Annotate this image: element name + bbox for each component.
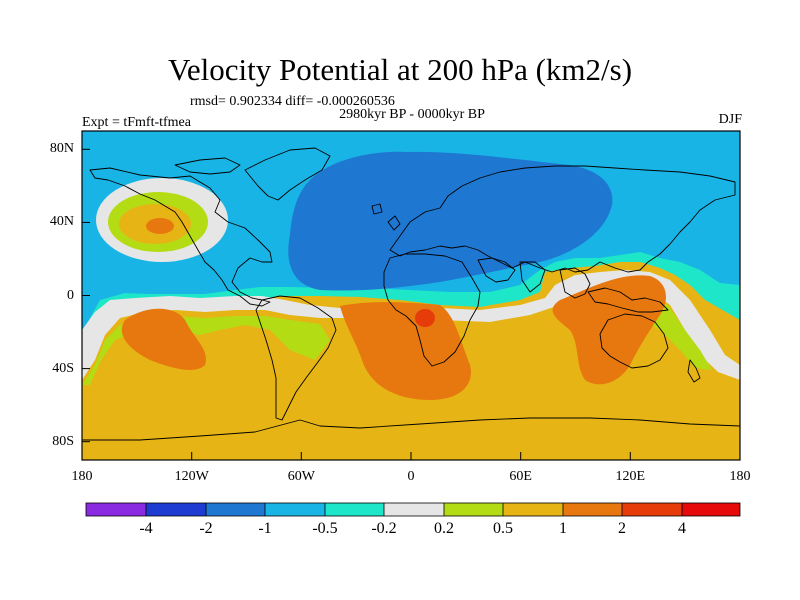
colorbar-swatch bbox=[622, 503, 682, 516]
coast-europe-asia bbox=[389, 165, 736, 273]
coast-arabia-india bbox=[477, 257, 546, 293]
coast-antarctica bbox=[82, 417, 740, 441]
x-tick-label: 120W bbox=[174, 469, 209, 484]
x-tick-label: 60W bbox=[287, 469, 315, 484]
x-tick-label: 120E bbox=[615, 469, 646, 484]
field-band-near-zero bbox=[82, 270, 740, 380]
colorbar-swatch bbox=[86, 503, 146, 516]
coastlines bbox=[82, 147, 740, 441]
colorbar-label: 0.2 bbox=[434, 520, 454, 537]
colorbar-label: 1 bbox=[559, 520, 567, 537]
colorbar-swatch bbox=[206, 503, 265, 516]
colorbar-swatch bbox=[563, 503, 622, 516]
experiment-label: Expt = tFmft-tfmea bbox=[82, 115, 191, 130]
map-title: Velocity Potential at 200 hPa (km2/s) bbox=[167, 52, 633, 87]
colorbar bbox=[85, 502, 741, 517]
field-core-maritime-continent bbox=[552, 275, 666, 385]
field-core-africa-max bbox=[415, 309, 435, 327]
colorbar-swatch bbox=[682, 503, 740, 516]
colorbar-swatch bbox=[384, 503, 444, 516]
field-core-south-pacific bbox=[121, 308, 206, 370]
x-tick-label: 180 bbox=[729, 469, 751, 484]
colorbar-label: -0.2 bbox=[371, 520, 397, 537]
colorbar-label: 0.5 bbox=[493, 520, 513, 537]
colorbar-label: 2 bbox=[618, 520, 626, 537]
season-label: DJF bbox=[718, 112, 742, 127]
colorbar-swatch bbox=[265, 503, 325, 516]
colorbar-swatch bbox=[444, 503, 503, 516]
coast-southeast-asia bbox=[559, 267, 669, 313]
y-tick-marks bbox=[82, 148, 90, 443]
y-tick-label: 0 bbox=[67, 287, 74, 303]
y-tick-label: 40N bbox=[49, 214, 74, 230]
colorbar-swatch bbox=[325, 503, 384, 516]
coast-uk-islands bbox=[371, 203, 401, 231]
velocity-potential-field bbox=[82, 131, 740, 460]
field-band-neg-strong bbox=[288, 151, 613, 291]
y-tick-label: 80S bbox=[52, 433, 74, 449]
x-tick-label: 60E bbox=[509, 469, 532, 484]
npac-core bbox=[146, 218, 174, 234]
colorbar-label: -1 bbox=[258, 520, 272, 537]
y-tick-label: 80N bbox=[49, 141, 74, 157]
coast-south-america bbox=[255, 295, 337, 421]
coast-new-zealand bbox=[687, 359, 701, 383]
period-label: 2980kyr BP - 0000kyr BP bbox=[339, 107, 485, 122]
stats-label: rmsd= 0.902334 diff= -0.000260536 bbox=[190, 94, 395, 109]
coast-australia bbox=[599, 313, 669, 369]
x-tick-label: 0 bbox=[407, 469, 415, 484]
colorbar-swatch bbox=[146, 503, 206, 516]
colorbar-frame bbox=[85, 502, 741, 517]
y-tick-label: 40S bbox=[52, 360, 74, 376]
field-core-south-atlantic bbox=[340, 302, 471, 400]
coast-greenland-arctic bbox=[174, 147, 331, 201]
colorbar-label: -0.5 bbox=[312, 520, 338, 537]
coast-africa bbox=[383, 253, 481, 367]
colorbar-label: -4 bbox=[139, 520, 153, 537]
x-tick-marks bbox=[81, 452, 741, 460]
colorbar-label: 4 bbox=[678, 520, 686, 537]
x-tick-label: 180 bbox=[71, 469, 93, 484]
colorbar-swatch bbox=[503, 503, 563, 516]
colorbar-label: -2 bbox=[199, 520, 213, 537]
